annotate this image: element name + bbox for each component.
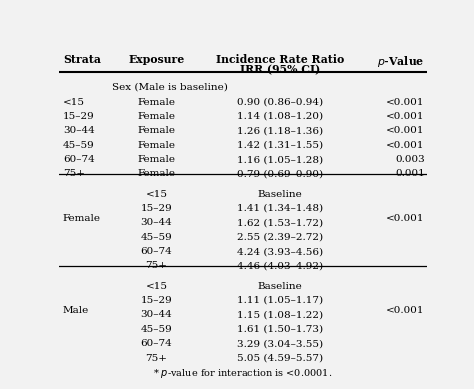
Text: Exposure: Exposure bbox=[128, 54, 185, 65]
Text: 60–74: 60–74 bbox=[63, 155, 95, 164]
Text: 1.16 (1.05–1.28): 1.16 (1.05–1.28) bbox=[237, 155, 323, 164]
Text: 60–74: 60–74 bbox=[141, 247, 173, 256]
Text: <15: <15 bbox=[63, 98, 85, 107]
Text: 0.001: 0.001 bbox=[395, 170, 425, 179]
Text: 15–29: 15–29 bbox=[141, 296, 173, 305]
Text: 3.29 (3.04–3.55): 3.29 (3.04–3.55) bbox=[237, 339, 323, 348]
Text: Female: Female bbox=[137, 170, 175, 179]
Text: 1.41 (1.34–1.48): 1.41 (1.34–1.48) bbox=[237, 204, 323, 213]
Text: 30–44: 30–44 bbox=[141, 310, 173, 319]
Text: 75+: 75+ bbox=[146, 261, 168, 270]
Text: 1.14 (1.08–1.20): 1.14 (1.08–1.20) bbox=[237, 112, 323, 121]
Text: <0.001: <0.001 bbox=[386, 214, 425, 223]
Text: 1.61 (1.50–1.73): 1.61 (1.50–1.73) bbox=[237, 325, 323, 334]
Text: 75+: 75+ bbox=[146, 354, 168, 363]
Text: 1.11 (1.05–1.17): 1.11 (1.05–1.17) bbox=[237, 296, 323, 305]
Text: Incidence Rate Ratio: Incidence Rate Ratio bbox=[216, 54, 344, 65]
Text: Female: Female bbox=[137, 155, 175, 164]
Text: 0.003: 0.003 bbox=[395, 155, 425, 164]
Text: 4.46 (4.03–4.92): 4.46 (4.03–4.92) bbox=[237, 261, 323, 270]
Text: Female: Female bbox=[137, 112, 175, 121]
Text: 1.62 (1.53–1.72): 1.62 (1.53–1.72) bbox=[237, 218, 323, 227]
Text: 15–29: 15–29 bbox=[141, 204, 173, 213]
Text: 45–59: 45–59 bbox=[141, 325, 173, 334]
Text: <0.001: <0.001 bbox=[386, 126, 425, 135]
Text: * $p$-value for interaction is <0.0001.: * $p$-value for interaction is <0.0001. bbox=[153, 367, 333, 380]
Text: 75+: 75+ bbox=[63, 170, 85, 179]
Text: 45–59: 45–59 bbox=[141, 233, 173, 242]
Text: IRR (95% CI): IRR (95% CI) bbox=[239, 65, 320, 75]
Text: 45–59: 45–59 bbox=[63, 141, 95, 150]
Text: 60–74: 60–74 bbox=[141, 339, 173, 348]
Text: Female: Female bbox=[63, 214, 101, 223]
Text: <0.001: <0.001 bbox=[386, 98, 425, 107]
Text: <0.001: <0.001 bbox=[386, 306, 425, 315]
Text: 0.90 (0.86–0.94): 0.90 (0.86–0.94) bbox=[237, 98, 323, 107]
Text: Female: Female bbox=[137, 126, 175, 135]
Text: 15–29: 15–29 bbox=[63, 112, 95, 121]
Text: 1.42 (1.31–1.55): 1.42 (1.31–1.55) bbox=[237, 141, 323, 150]
Text: Sex (Male is baseline): Sex (Male is baseline) bbox=[111, 82, 228, 91]
Text: Female: Female bbox=[137, 98, 175, 107]
Text: <0.001: <0.001 bbox=[386, 141, 425, 150]
Text: 0.79 (0.69–0.90): 0.79 (0.69–0.90) bbox=[237, 170, 323, 179]
Text: <15: <15 bbox=[146, 282, 168, 291]
Text: 30–44: 30–44 bbox=[141, 218, 173, 227]
Text: Baseline: Baseline bbox=[257, 189, 302, 199]
Text: 1.26 (1.18–1.36): 1.26 (1.18–1.36) bbox=[237, 126, 323, 135]
Text: <15: <15 bbox=[146, 189, 168, 199]
Text: 2.55 (2.39–2.72): 2.55 (2.39–2.72) bbox=[237, 233, 323, 242]
Text: 1.15 (1.08–1.22): 1.15 (1.08–1.22) bbox=[237, 310, 323, 319]
Text: 30–44: 30–44 bbox=[63, 126, 95, 135]
Text: $p$‐Value: $p$‐Value bbox=[377, 54, 425, 69]
Text: 5.05 (4.59–5.57): 5.05 (4.59–5.57) bbox=[237, 354, 323, 363]
Text: Male: Male bbox=[63, 306, 89, 315]
Text: 4.24 (3.93–4.56): 4.24 (3.93–4.56) bbox=[237, 247, 323, 256]
Text: <0.001: <0.001 bbox=[386, 112, 425, 121]
Text: Baseline: Baseline bbox=[257, 282, 302, 291]
Text: Female: Female bbox=[137, 141, 175, 150]
Text: Strata: Strata bbox=[63, 54, 101, 65]
